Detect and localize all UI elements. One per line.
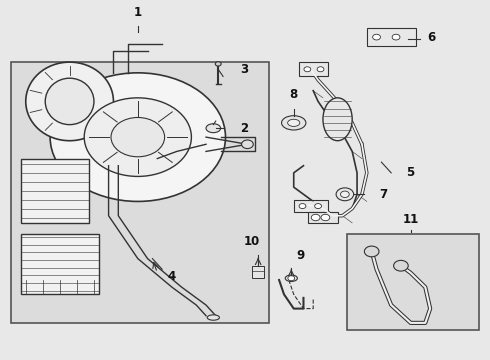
- Text: 9: 9: [296, 249, 304, 262]
- Text: 10: 10: [244, 235, 260, 248]
- Ellipse shape: [282, 116, 306, 130]
- Bar: [11, 62, 270, 323]
- Circle shape: [299, 203, 306, 208]
- Circle shape: [84, 98, 192, 176]
- Bar: [252, 266, 265, 278]
- Text: 5: 5: [406, 166, 414, 179]
- Ellipse shape: [207, 315, 220, 320]
- Circle shape: [317, 67, 324, 72]
- Bar: [347, 234, 479, 330]
- Circle shape: [392, 34, 400, 40]
- Bar: [298, 62, 328, 76]
- Text: 7: 7: [379, 188, 387, 201]
- Ellipse shape: [45, 78, 94, 125]
- Circle shape: [315, 203, 321, 208]
- Circle shape: [50, 73, 225, 202]
- Circle shape: [373, 34, 380, 40]
- Circle shape: [321, 214, 330, 221]
- Circle shape: [242, 140, 253, 149]
- Text: 8: 8: [290, 89, 298, 102]
- Ellipse shape: [323, 98, 352, 141]
- Text: 2: 2: [240, 122, 248, 135]
- Circle shape: [365, 246, 379, 257]
- Bar: [21, 234, 99, 294]
- Circle shape: [393, 260, 408, 271]
- Circle shape: [304, 67, 311, 72]
- Text: 6: 6: [428, 31, 436, 44]
- Ellipse shape: [26, 62, 114, 141]
- Circle shape: [341, 191, 349, 198]
- Ellipse shape: [206, 124, 220, 133]
- Bar: [294, 200, 328, 212]
- Text: 4: 4: [167, 270, 175, 283]
- Circle shape: [111, 117, 165, 157]
- Circle shape: [336, 188, 354, 201]
- Circle shape: [215, 62, 221, 66]
- Bar: [367, 28, 416, 46]
- Circle shape: [311, 214, 320, 221]
- Ellipse shape: [285, 275, 297, 282]
- Ellipse shape: [288, 119, 300, 126]
- Text: 1: 1: [134, 6, 142, 19]
- Bar: [21, 158, 89, 223]
- Bar: [308, 212, 338, 223]
- Text: 11: 11: [402, 213, 419, 226]
- Circle shape: [288, 276, 294, 281]
- Text: 3: 3: [240, 63, 248, 76]
